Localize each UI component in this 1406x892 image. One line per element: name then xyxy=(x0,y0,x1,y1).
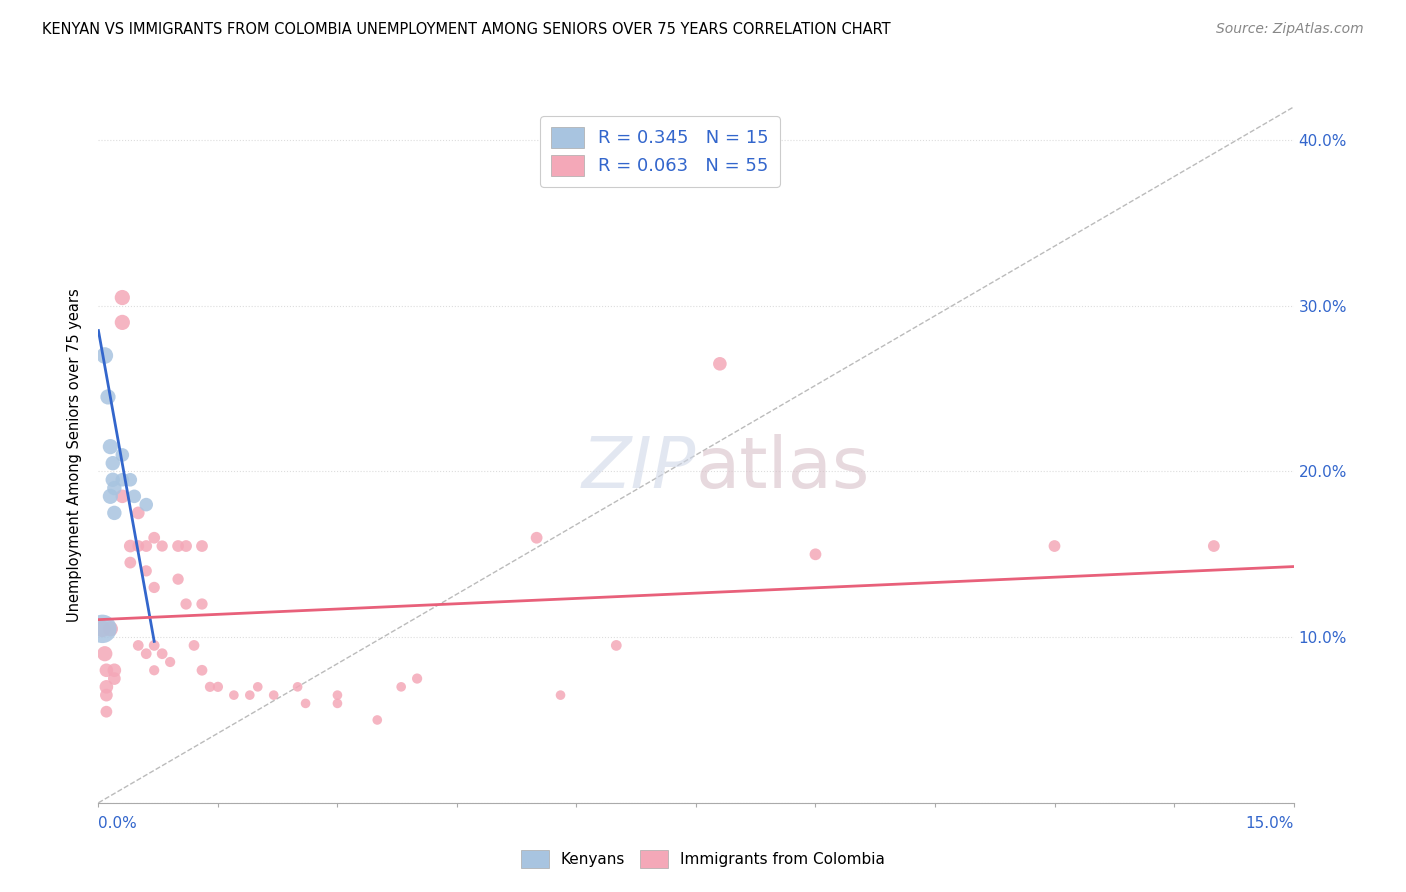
Point xyxy=(100,440,122,454)
Point xyxy=(111,291,134,305)
Point xyxy=(183,639,205,653)
Point xyxy=(96,663,118,677)
Point xyxy=(135,564,157,578)
Point xyxy=(111,489,134,503)
Point xyxy=(287,680,309,694)
Point xyxy=(103,663,125,677)
Point xyxy=(135,647,157,661)
Point xyxy=(207,680,229,694)
Point xyxy=(198,680,221,694)
Point xyxy=(96,705,118,719)
Point xyxy=(124,489,146,503)
Point xyxy=(246,680,269,694)
Point xyxy=(96,688,118,702)
Point xyxy=(605,639,627,653)
Point xyxy=(1043,539,1066,553)
Point xyxy=(159,655,181,669)
Point xyxy=(94,647,117,661)
Text: 0.0%: 0.0% xyxy=(98,816,138,831)
Text: Source: ZipAtlas.com: Source: ZipAtlas.com xyxy=(1216,22,1364,37)
Text: KENYAN VS IMMIGRANTS FROM COLOMBIA UNEMPLOYMENT AMONG SENIORS OVER 75 YEARS CORR: KENYAN VS IMMIGRANTS FROM COLOMBIA UNEMP… xyxy=(42,22,891,37)
Point xyxy=(127,539,149,553)
Point xyxy=(366,713,388,727)
Point xyxy=(143,531,166,545)
Point xyxy=(120,473,142,487)
Point xyxy=(389,680,412,694)
Point xyxy=(150,539,173,553)
Point xyxy=(100,489,122,503)
Point xyxy=(120,539,142,553)
Text: ZIP: ZIP xyxy=(582,434,696,503)
Point xyxy=(804,547,827,561)
Point xyxy=(550,688,572,702)
Point xyxy=(111,448,134,462)
Point xyxy=(103,506,125,520)
Point xyxy=(127,506,149,520)
Point xyxy=(143,663,166,677)
Point xyxy=(135,539,157,553)
Point xyxy=(263,688,285,702)
Point xyxy=(191,597,214,611)
Point xyxy=(91,622,114,636)
Point xyxy=(100,622,122,636)
Point xyxy=(101,456,124,470)
Point xyxy=(709,357,731,371)
Point xyxy=(174,597,197,611)
Point xyxy=(174,539,197,553)
Point xyxy=(111,473,134,487)
Point xyxy=(326,697,349,711)
Point xyxy=(143,581,166,595)
Y-axis label: Unemployment Among Seniors over 75 years: Unemployment Among Seniors over 75 years xyxy=(67,288,83,622)
Legend: Kenyans, Immigrants from Colombia: Kenyans, Immigrants from Colombia xyxy=(513,843,893,875)
Point xyxy=(406,672,429,686)
Legend: R = 0.345   N = 15, R = 0.063   N = 55: R = 0.345 N = 15, R = 0.063 N = 55 xyxy=(540,116,780,186)
Point xyxy=(91,622,114,636)
Point xyxy=(191,663,214,677)
Point xyxy=(135,498,157,512)
Point xyxy=(526,531,548,545)
Point xyxy=(111,315,134,329)
Point xyxy=(103,672,125,686)
Point xyxy=(294,697,316,711)
Point xyxy=(127,639,149,653)
Point xyxy=(1202,539,1225,553)
Point xyxy=(96,680,118,694)
Point xyxy=(101,473,124,487)
Point xyxy=(120,556,142,570)
Text: 15.0%: 15.0% xyxy=(1246,816,1294,831)
Point xyxy=(167,539,190,553)
Point xyxy=(103,481,125,495)
Point xyxy=(222,688,245,702)
Point xyxy=(191,539,214,553)
Point xyxy=(150,647,173,661)
Point xyxy=(167,572,190,586)
Text: atlas: atlas xyxy=(696,434,870,503)
Point xyxy=(97,390,120,404)
Point xyxy=(239,688,262,702)
Point xyxy=(94,349,117,363)
Point xyxy=(143,639,166,653)
Point xyxy=(326,688,349,702)
